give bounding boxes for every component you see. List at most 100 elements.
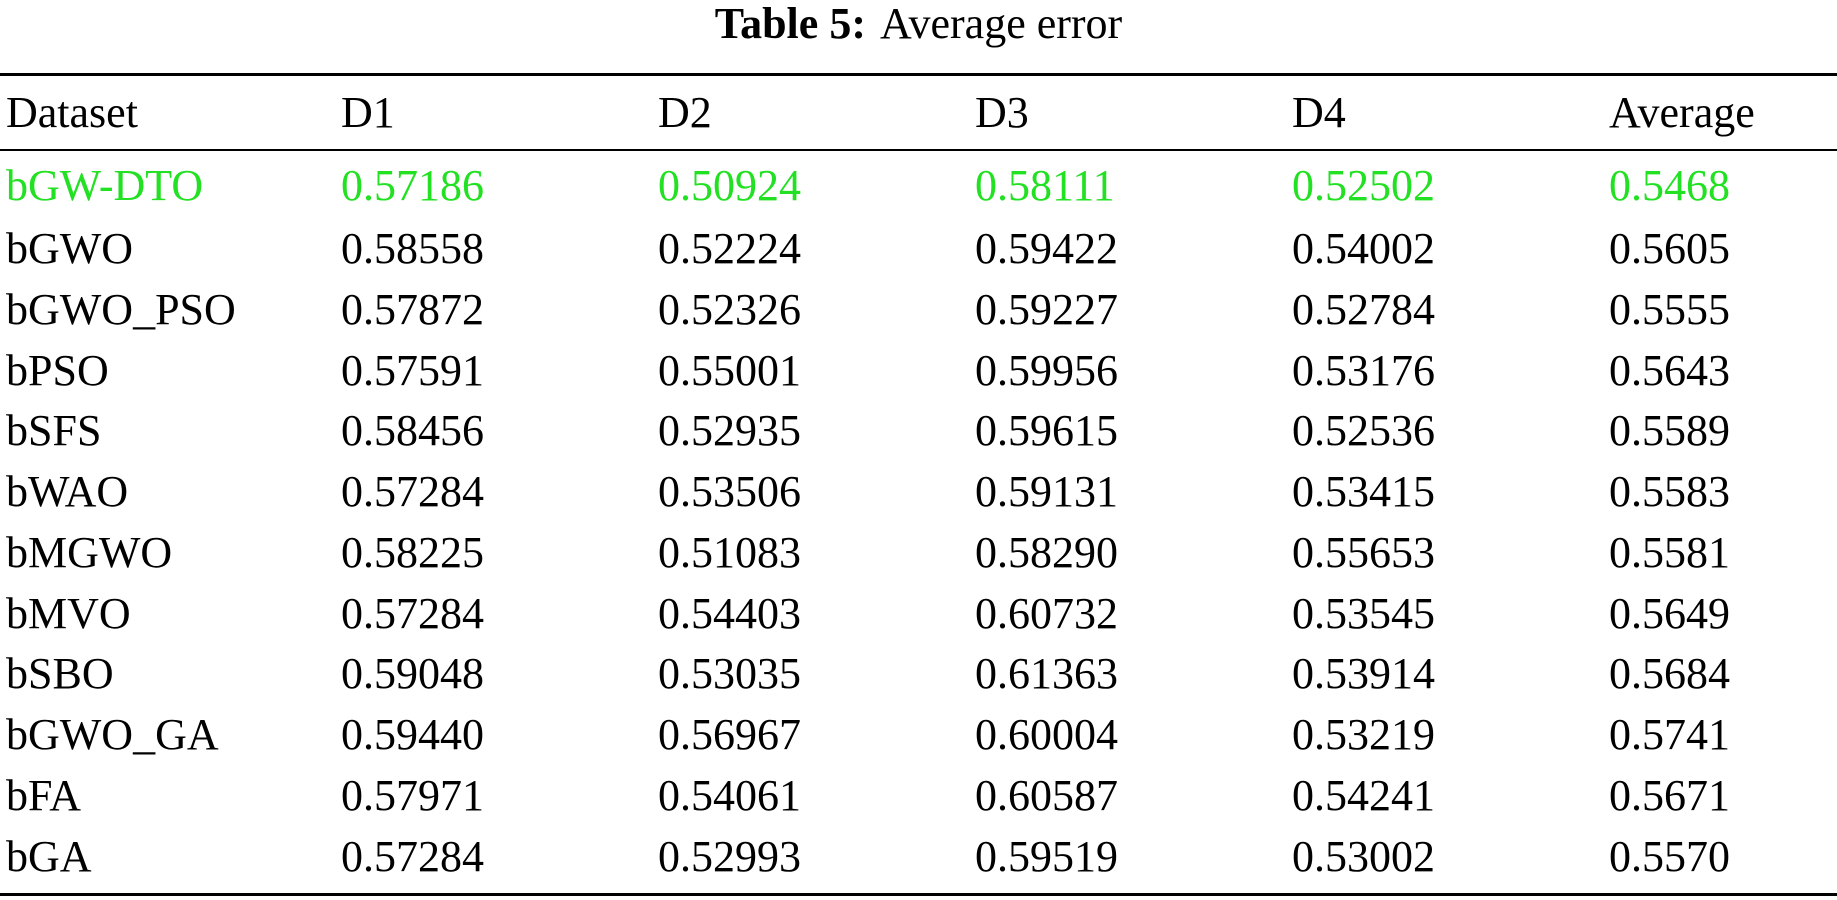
- table-body: bGW-DTO 0.57186 0.50924 0.58111 0.52502 …: [0, 152, 1837, 887]
- table-cell-d3: 0.60587: [975, 770, 1118, 820]
- table-cell-d4: 0.54002: [1292, 224, 1435, 273]
- table-cell-d3: 0.59519: [975, 831, 1118, 881]
- table-row: bGWO_PSO 0.57872 0.52326 0.59227 0.52784…: [0, 280, 1837, 341]
- table-cell-average: 0.5643: [1609, 345, 1730, 395]
- table-cell-average: 0.5605: [1609, 224, 1730, 273]
- table-cell-dataset: bMVO: [6, 588, 131, 638]
- table-cell-d1: 0.57591: [341, 345, 484, 395]
- table-cell-d1: 0.58558: [341, 224, 484, 273]
- table-caption: Table 5: Average error: [0, 0, 1837, 52]
- table-cell-d3: 0.59131: [975, 467, 1118, 516]
- table-cell-average: 0.5555: [1609, 284, 1730, 334]
- table-top-spacer: [0, 0, 1837, 74]
- table-cell-d2: 0.52935: [658, 406, 801, 456]
- table-row: bGWO_GA 0.59440 0.56967 0.60004 0.53219 …: [0, 705, 1837, 766]
- table-cell-d2: 0.56967: [658, 710, 801, 759]
- table-cell-dataset: bFA: [6, 770, 81, 820]
- table-cell-d2: 0.53506: [658, 467, 801, 516]
- column-header-d1: D1: [341, 88, 395, 137]
- table-cell-d2: 0.54061: [658, 770, 801, 820]
- table-cell-d4: 0.52502: [1292, 161, 1435, 210]
- table-cell-d3: 0.60732: [975, 588, 1118, 638]
- table-cell-d3: 0.59956: [975, 345, 1118, 395]
- table-row: bMVO 0.57284 0.54403 0.60732 0.53545 0.5…: [0, 584, 1837, 645]
- table-cell-d2: 0.54403: [658, 588, 801, 638]
- column-header-d3: D3: [975, 88, 1029, 137]
- table-row: bSBO 0.59048 0.53035 0.61363 0.53914 0.5…: [0, 644, 1837, 705]
- table-cell-d2: 0.55001: [658, 345, 801, 395]
- table-cell-d1: 0.57284: [341, 831, 484, 881]
- table-cell-dataset: bGWO_PSO: [6, 284, 236, 334]
- table-cell-d4: 0.53914: [1292, 649, 1435, 699]
- table-cell-average: 0.5741: [1609, 710, 1730, 759]
- table-cell-d1: 0.57971: [341, 770, 484, 820]
- table-cell-d4: 0.53415: [1292, 467, 1435, 516]
- table-cell-d3: 0.61363: [975, 649, 1118, 699]
- table-cell-average: 0.5570: [1609, 831, 1730, 881]
- table-row: bWAO 0.57284 0.53506 0.59131 0.53415 0.5…: [0, 462, 1837, 523]
- table-cell-d2: 0.52326: [658, 284, 801, 334]
- table-cell-dataset: bGW-DTO: [6, 161, 204, 210]
- table-cell-d4: 0.55653: [1292, 527, 1435, 577]
- table-cell-dataset: bGWO: [6, 224, 134, 273]
- table-cell-d4: 0.52784: [1292, 284, 1435, 334]
- table-cell-d2: 0.52993: [658, 831, 801, 881]
- table-cell-d4: 0.54241: [1292, 770, 1435, 820]
- table-cell-d1: 0.58456: [341, 406, 484, 456]
- table-cell-d2: 0.53035: [658, 649, 801, 699]
- table-cell-average: 0.5581: [1609, 527, 1730, 577]
- table-row: bGWO 0.58558 0.52224 0.59422 0.54002 0.5…: [0, 219, 1837, 280]
- table-cell-average: 0.5671: [1609, 770, 1730, 820]
- header-rule: [0, 149, 1837, 151]
- table-cell-d3: 0.59615: [975, 406, 1118, 456]
- column-header-dataset: Dataset: [6, 88, 138, 137]
- table-cell-dataset: bGWO_GA: [6, 710, 219, 759]
- top-rule: [0, 73, 1837, 76]
- table-row: bFA 0.57971 0.54061 0.60587 0.54241 0.56…: [0, 766, 1837, 827]
- table-cell-d1: 0.57284: [341, 588, 484, 638]
- table-cell-d4: 0.53545: [1292, 588, 1435, 638]
- table-cell-d4: 0.52536: [1292, 406, 1435, 456]
- column-header-d4: D4: [1292, 88, 1346, 137]
- table-row: bSFS 0.58456 0.52935 0.59615 0.52536 0.5…: [0, 401, 1837, 462]
- table-cell-dataset: bWAO: [6, 467, 129, 516]
- table-cell-d3: 0.58290: [975, 527, 1118, 577]
- table-cell-dataset: bPSO: [6, 345, 109, 395]
- table-cell-dataset: bMGWO: [6, 527, 173, 577]
- table-row: bMGWO 0.58225 0.51083 0.58290 0.55653 0.…: [0, 523, 1837, 584]
- table-cell-average: 0.5649: [1609, 588, 1730, 638]
- table-cell-average: 0.5468: [1609, 161, 1730, 210]
- table-cell-d1: 0.57284: [341, 467, 484, 516]
- table-row: bGW-DTO 0.57186 0.50924 0.58111 0.52502 …: [0, 152, 1837, 219]
- table-caption-text: Average error: [879, 0, 1123, 48]
- table-cell-d2: 0.50924: [658, 161, 801, 210]
- table-cell-d1: 0.58225: [341, 527, 484, 577]
- table-caption-label: Table 5:: [714, 0, 866, 48]
- table-cell-average: 0.5684: [1609, 649, 1730, 699]
- table-cell-d2: 0.52224: [658, 224, 801, 273]
- table-cell-d3: 0.59422: [975, 224, 1118, 273]
- table-cell-d3: 0.60004: [975, 710, 1118, 759]
- table-cell-d4: 0.53002: [1292, 831, 1435, 881]
- table-cell-d3: 0.58111: [975, 161, 1115, 210]
- table-row: bPSO 0.57591 0.55001 0.59956 0.53176 0.5…: [0, 341, 1837, 402]
- table-row: bGA 0.57284 0.52993 0.59519 0.53002 0.55…: [0, 827, 1837, 888]
- table-cell-d1: 0.57186: [341, 161, 484, 210]
- table-cell-dataset: bSBO: [6, 649, 114, 699]
- column-header-average: Average: [1609, 88, 1755, 137]
- table-cell-d1: 0.59048: [341, 649, 484, 699]
- table-cell-average: 0.5583: [1609, 467, 1730, 516]
- table-cell-d4: 0.53176: [1292, 345, 1435, 395]
- table-cell-d2: 0.51083: [658, 527, 801, 577]
- table-cell-d1: 0.59440: [341, 710, 484, 759]
- table-cell-average: 0.5589: [1609, 406, 1730, 456]
- table-cell-dataset: bSFS: [6, 406, 102, 456]
- table-cell-d1: 0.57872: [341, 284, 484, 334]
- column-header-d2: D2: [658, 88, 712, 137]
- table-cell-d3: 0.59227: [975, 284, 1118, 334]
- table-cell-d4: 0.53219: [1292, 710, 1435, 759]
- table-header-row: Dataset D1 D2 D3 D4 Average: [0, 74, 1837, 152]
- table-cell-dataset: bGA: [6, 831, 92, 881]
- bottom-rule: [0, 893, 1837, 896]
